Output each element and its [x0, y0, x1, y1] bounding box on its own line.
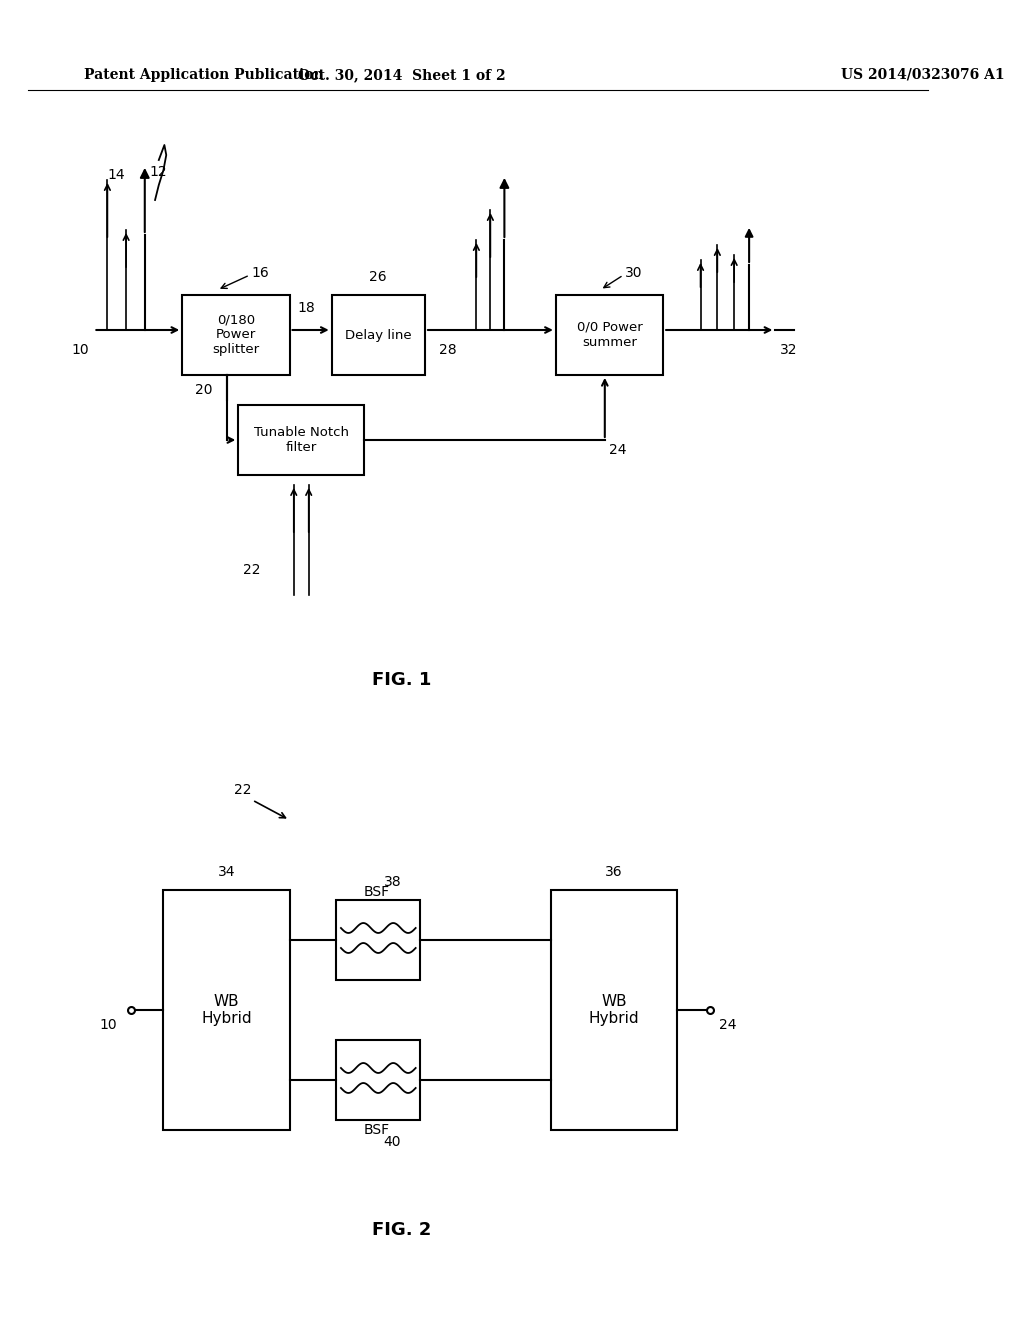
- Text: 26: 26: [370, 271, 387, 284]
- Text: 40: 40: [384, 1135, 401, 1148]
- Bar: [332, 294, 425, 375]
- Text: Oct. 30, 2014  Sheet 1 of 2: Oct. 30, 2014 Sheet 1 of 2: [298, 69, 506, 82]
- Text: 12: 12: [150, 165, 167, 180]
- Text: BSF: BSF: [364, 1123, 389, 1137]
- Text: Tunable Notch
filter: Tunable Notch filter: [254, 426, 349, 454]
- Text: 0/180
Power
splitter: 0/180 Power splitter: [212, 314, 259, 356]
- Text: 38: 38: [384, 875, 401, 888]
- Bar: [336, 900, 420, 979]
- Text: 24: 24: [719, 1018, 736, 1032]
- Text: 24: 24: [609, 444, 627, 457]
- Text: 16: 16: [252, 267, 269, 280]
- Text: WB
Hybrid: WB Hybrid: [201, 994, 252, 1026]
- Text: 10: 10: [99, 1018, 117, 1032]
- Text: Patent Application Publication: Patent Application Publication: [84, 69, 324, 82]
- Bar: [182, 294, 290, 375]
- Text: 0/0 Power
summer: 0/0 Power summer: [577, 321, 642, 348]
- Text: 34: 34: [218, 865, 236, 879]
- Text: 22: 22: [234, 783, 252, 797]
- Text: 28: 28: [439, 343, 457, 356]
- Text: 10: 10: [71, 343, 89, 356]
- Text: 30: 30: [626, 267, 643, 280]
- Text: 20: 20: [195, 383, 213, 397]
- Text: 18: 18: [297, 301, 314, 315]
- Bar: [239, 405, 365, 475]
- Text: 36: 36: [605, 865, 623, 879]
- Text: 14: 14: [108, 168, 125, 182]
- Text: FIG. 2: FIG. 2: [372, 1221, 431, 1239]
- Text: BSF: BSF: [364, 884, 389, 899]
- Text: 22: 22: [243, 564, 260, 577]
- Bar: [164, 890, 290, 1130]
- Text: Delay line: Delay line: [345, 329, 412, 342]
- Bar: [551, 890, 677, 1130]
- Text: WB
Hybrid: WB Hybrid: [589, 994, 639, 1026]
- Text: 32: 32: [780, 343, 798, 356]
- Text: US 2014/0323076 A1: US 2014/0323076 A1: [841, 69, 1005, 82]
- Bar: [556, 294, 664, 375]
- Bar: [336, 1040, 420, 1119]
- Text: FIG. 1: FIG. 1: [372, 671, 431, 689]
